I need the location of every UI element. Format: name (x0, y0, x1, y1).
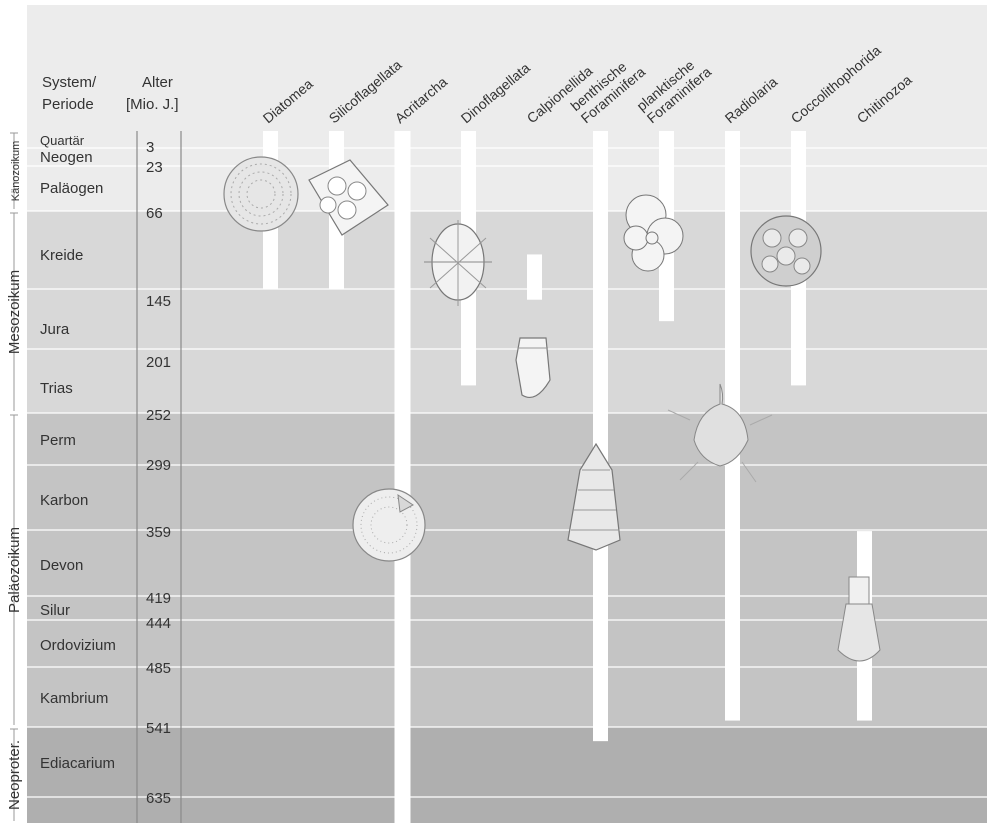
period-label-devon: Devon (40, 557, 83, 574)
radiolarian-illustration (667, 383, 773, 483)
range-bar-calpionellida (527, 254, 542, 300)
age-tick-label: 299 (146, 457, 171, 474)
calpionellid-illustration (515, 337, 551, 399)
coccolithophore-illustration (750, 215, 822, 287)
age-tick-label: 23 (146, 159, 163, 176)
age-tick-label: 485 (146, 660, 171, 677)
period-label-trias: Trias (40, 380, 73, 397)
period-gridlines (27, 147, 987, 798)
silicoflagellate-illustration (308, 159, 389, 236)
era-label-neoproterozoikum: Neoproter. (6, 740, 23, 810)
era-label-mesozoikum: Mesozoikum (6, 270, 23, 354)
period-label-ediacarium: Ediacarium (40, 755, 115, 772)
age-axis-lines (136, 131, 182, 823)
period-label-silur: Silur (40, 602, 70, 619)
header-age: Alter (142, 74, 173, 91)
period-label-quartaer: Quartär (40, 133, 85, 148)
diatom-illustration (223, 156, 299, 232)
period-label-neogen: Neogen (40, 149, 93, 166)
age-tick-label: 541 (146, 720, 171, 737)
age-tick-label: 444 (146, 615, 171, 632)
era-labels: Känozoikum Mesozoikum Paläozoikum Neoproter… (0, 0, 46, 821)
era-band-neoproterozoikum (27, 727, 987, 823)
range-bar-benthische-foraminifera (593, 131, 608, 742)
period-label-perm: Perm (40, 432, 76, 449)
age-tick-label: 201 (146, 354, 171, 371)
fossil-illustrations (223, 156, 881, 662)
age-tick-label: 3 (146, 139, 154, 156)
era-band-mesozoikum (27, 211, 987, 413)
period-label-palaeogen: Paläogen (40, 180, 103, 197)
age-tick-label: 252 (146, 407, 171, 424)
age-tick-label: 145 (146, 293, 171, 310)
header-system: System/ (42, 74, 97, 91)
age-tick-label: 66 (146, 205, 163, 222)
age-tick-label: 419 (146, 590, 171, 607)
era-label-kaenozoikum: Känozoikum (10, 141, 22, 202)
header-period: Periode (42, 96, 94, 113)
chitinozoan-illustration (837, 576, 881, 662)
header-band (27, 5, 987, 131)
period-label-kreide: Kreide (40, 247, 83, 264)
dinoflagellate-illustration (424, 220, 492, 306)
acritarch-illustration (352, 488, 426, 562)
period-label-karbon: Karbon (40, 492, 88, 509)
period-label-kambrium: Kambrium (40, 690, 108, 707)
header-age-unit: [Mio. J.] (126, 96, 179, 113)
period-label-jura: Jura (40, 321, 70, 338)
era-band-kaenozoikum (27, 131, 987, 211)
range-bar-acritarcha (394, 131, 411, 823)
planktic-foraminifer-illustration (623, 194, 684, 272)
age-tick-label: 635 (146, 790, 171, 807)
period-label-ordovizium: Ordovizium (40, 637, 116, 654)
era-label-palaeozoikum: Paläozoikum (6, 527, 23, 613)
age-tick-label: 359 (146, 524, 171, 541)
benthic-foraminifer-illustration (567, 442, 621, 551)
